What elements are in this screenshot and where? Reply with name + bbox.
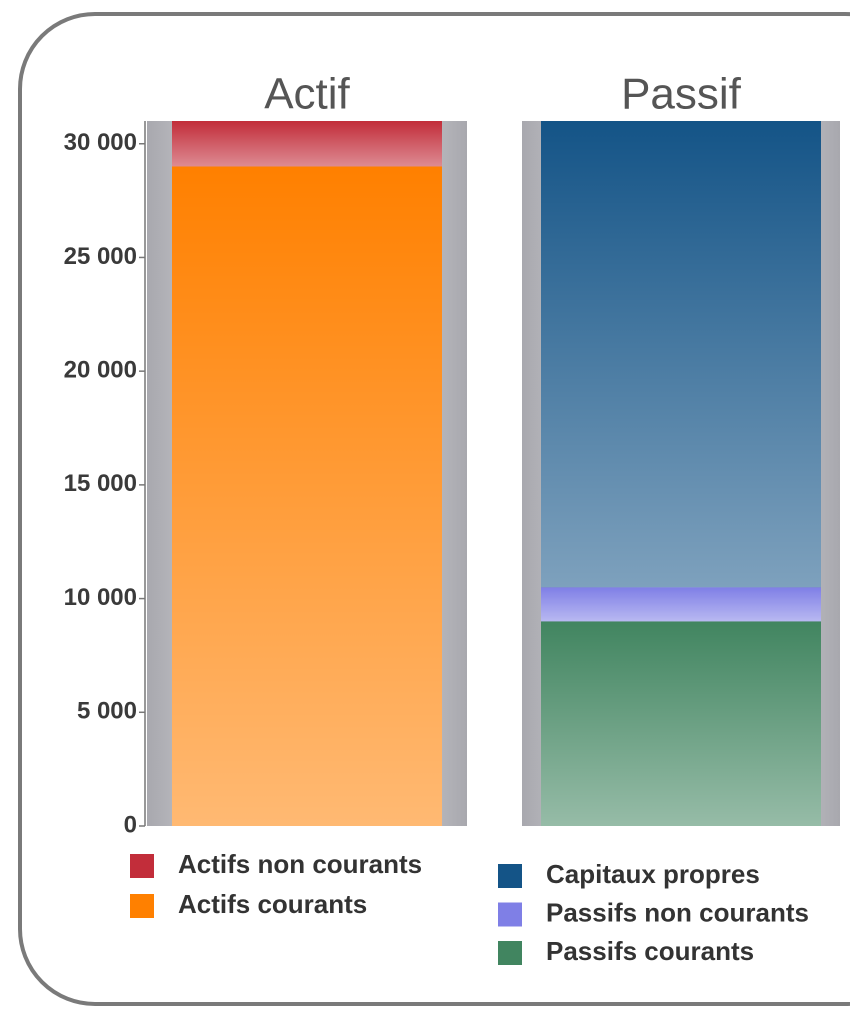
bar-sheen	[172, 121, 442, 167]
y-tick-label: 15 000	[64, 470, 137, 497]
y-tick-label: 25 000	[64, 243, 137, 270]
bar-sheen	[541, 621, 821, 826]
legend-label: Passifs courants	[546, 936, 754, 966]
bar-sheen	[541, 121, 821, 588]
frame	[18, 12, 850, 1006]
y-tick-label: 30 000	[64, 129, 137, 156]
bar-sheen	[541, 587, 821, 622]
legend-swatch	[130, 894, 154, 918]
bar-sheen	[172, 166, 442, 826]
legend-swatch	[498, 864, 522, 888]
y-tick-label: 0	[124, 811, 137, 838]
y-tick-label: 20 000	[64, 357, 137, 384]
legend-swatch	[498, 941, 522, 965]
legend-label: Actifs courants	[178, 889, 367, 919]
category-title: Actif	[264, 70, 350, 119]
legend-swatch	[130, 854, 154, 878]
y-tick-label: 5 000	[77, 698, 137, 725]
legend-label: Actifs non courants	[178, 849, 422, 879]
legend-swatch	[498, 902, 522, 927]
legend-label: Capitaux propres	[546, 859, 760, 889]
legend-label: Passifs non courants	[546, 897, 809, 927]
category-title: Passif	[621, 70, 742, 119]
y-tick-label: 10 000	[64, 584, 137, 611]
